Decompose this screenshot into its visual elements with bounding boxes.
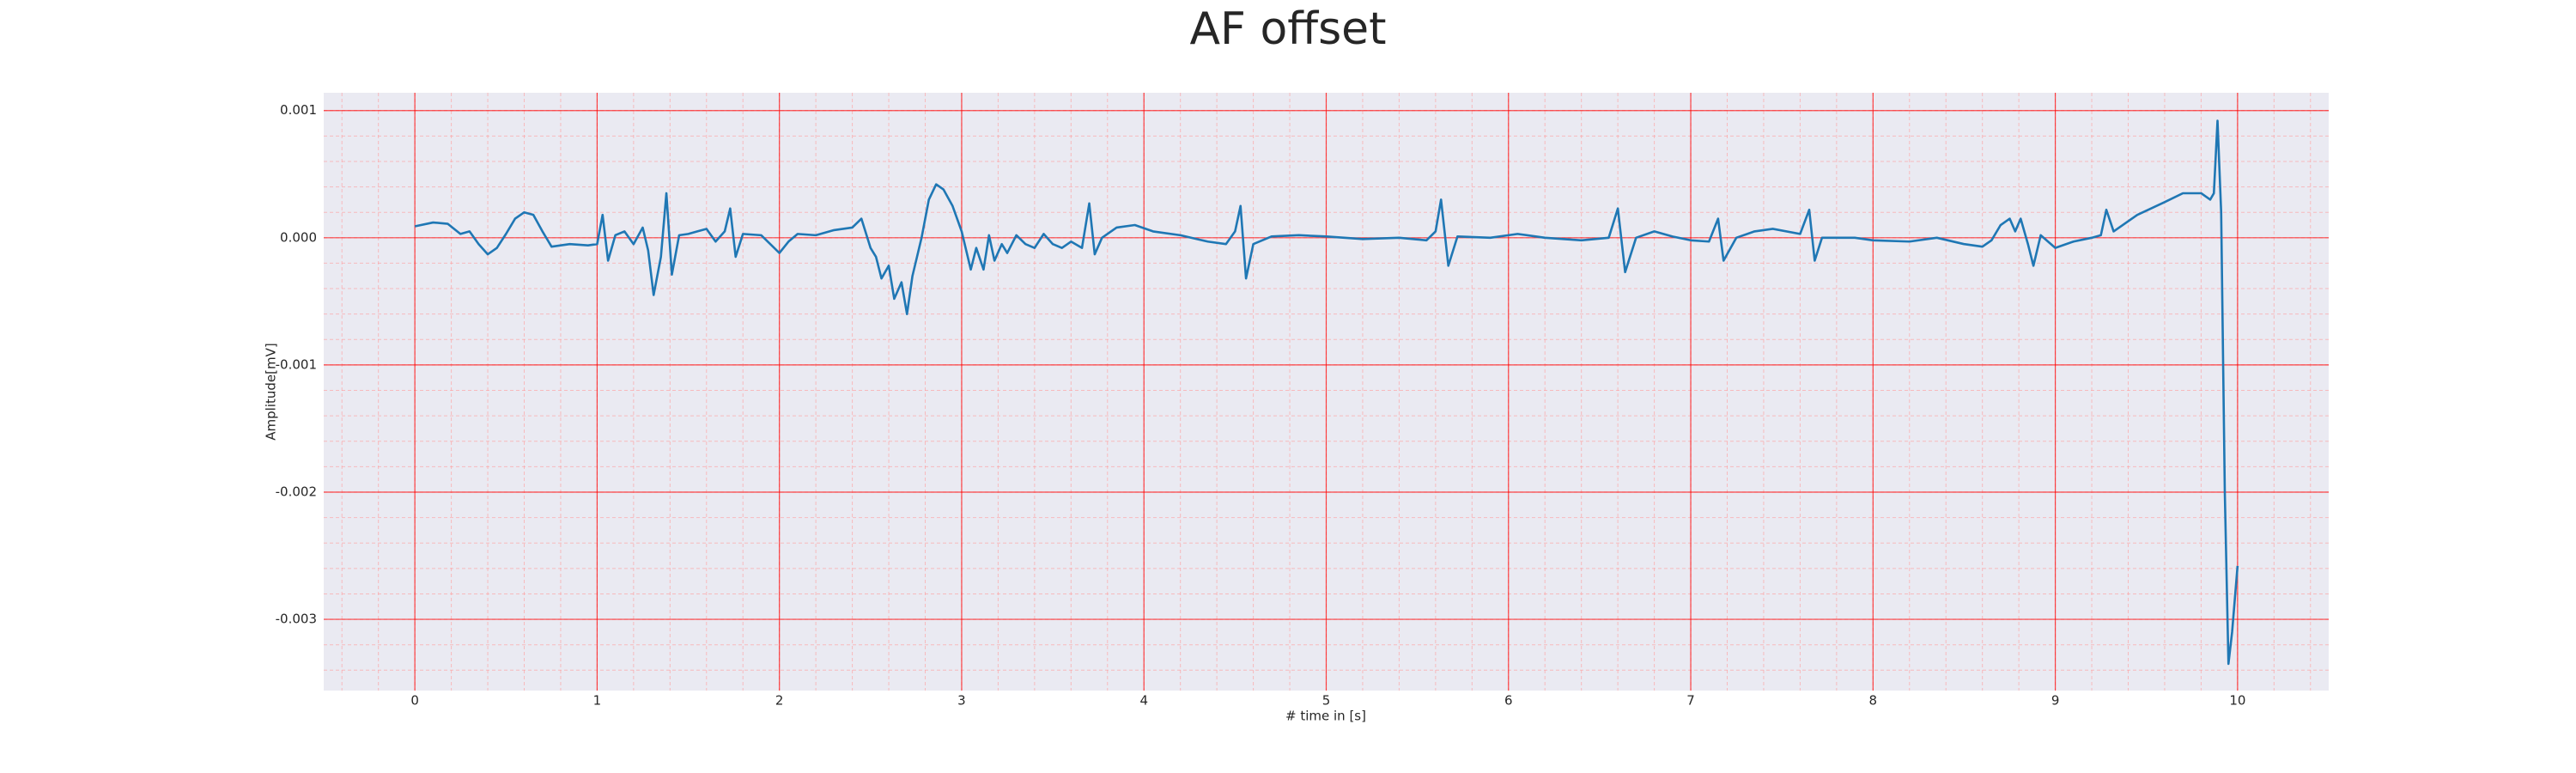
- x-tick-label: 6: [1504, 693, 1513, 709]
- y-tick-label: -0.001: [276, 356, 317, 372]
- x-tick-label: 5: [1322, 693, 1331, 709]
- x-tick-label: 10: [2229, 693, 2245, 709]
- x-tick-label: 0: [410, 693, 419, 709]
- x-tick-label: 2: [775, 693, 784, 709]
- chart-title: AF offset: [1189, 3, 1386, 55]
- y-tick-label: 0.001: [280, 102, 317, 118]
- y-tick-label: 0.000: [280, 229, 317, 245]
- x-tick-label: 1: [593, 693, 602, 709]
- y-tick-label: -0.003: [276, 612, 317, 627]
- y-axis-label: Amplitude[mV]: [264, 343, 279, 440]
- y-tick-label: -0.002: [276, 484, 317, 499]
- x-tick-label: 9: [2051, 693, 2060, 709]
- x-axis-label: # time in [s]: [1285, 709, 1366, 724]
- x-tick-label: 4: [1139, 693, 1148, 709]
- data-line: [414, 119, 2239, 666]
- x-tick-label: 3: [957, 693, 966, 709]
- x-tick-label: 8: [1869, 693, 1878, 709]
- x-tick-label: 7: [1686, 693, 1695, 709]
